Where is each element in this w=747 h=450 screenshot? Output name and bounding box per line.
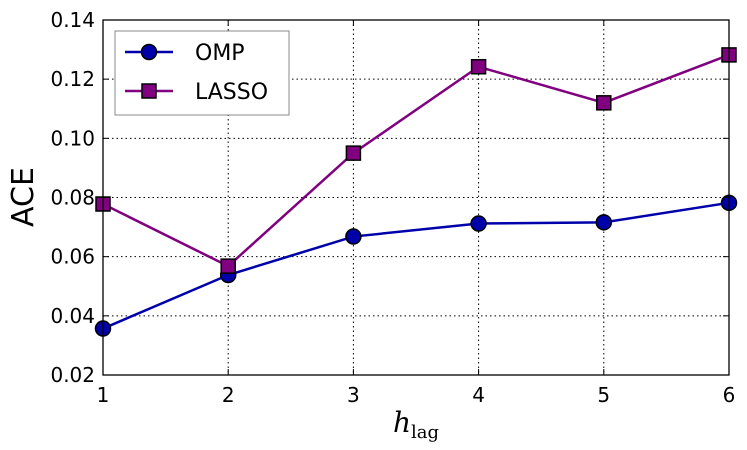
x-tick-label: 3: [347, 383, 360, 407]
y-tick-label: 0.14: [50, 8, 95, 32]
legend-label-omp: OMP: [195, 41, 245, 66]
series-line-lasso: [102, 53, 730, 268]
data-point-lasso: [596, 95, 612, 111]
data-point-lasso: [345, 145, 362, 161]
x-axis-label-main: h: [393, 406, 411, 439]
axis-ticks: 1 2 3 4 5 6 0.02 0.04 0.06 0.08 0.10 0.12 0.14: [50, 8, 735, 407]
y-tick-label: 0.12: [50, 67, 95, 91]
y-axis-label: ACE: [6, 167, 41, 227]
series-group: [94, 47, 738, 337]
x-tick-label: 1: [97, 383, 110, 407]
legend: OMP LASSO: [114, 30, 290, 116]
x-tick-label: 4: [472, 383, 485, 407]
data-point-lasso: [470, 58, 487, 75]
series-line-omp: [102, 201, 730, 330]
data-point-lasso: [220, 258, 236, 274]
series-omp: [94, 194, 738, 337]
x-tick-label: 5: [597, 383, 610, 407]
data-point-omp: [595, 214, 613, 231]
y-tick-label: 0.02: [50, 363, 95, 387]
series-lasso: [95, 47, 737, 274]
data-point-omp: [470, 215, 487, 232]
legend-box: [114, 30, 290, 116]
legend-marker-omp: [140, 43, 158, 61]
y-tick-label: 0.04: [50, 304, 95, 328]
x-tick-label: 6: [723, 383, 736, 407]
x-axis-label-subscript: lag: [411, 422, 439, 443]
y-tick-label: 0.08: [50, 186, 95, 210]
y-tick-label: 0.10: [50, 126, 95, 150]
y-tick-label: 0.06: [50, 245, 95, 269]
x-tick-label: 2: [222, 383, 235, 407]
x-axis-label: hlag: [393, 406, 439, 443]
legend-marker-lasso: [141, 83, 157, 99]
legend-label-lasso: LASSO: [195, 80, 268, 105]
data-point-omp: [345, 228, 362, 245]
